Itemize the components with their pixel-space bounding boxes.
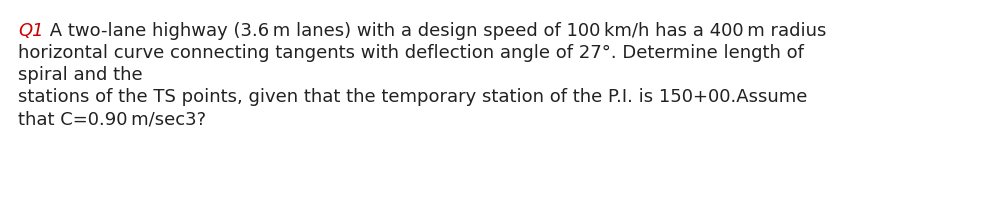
Text: horizontal curve connecting tangents with deflection angle of 27°. Determine len: horizontal curve connecting tangents wit… xyxy=(18,44,804,62)
Text: Q1: Q1 xyxy=(18,22,44,40)
Text: A two-lane highway (3.6 m lanes) with a design speed of 100 km/h has a 400 m rad: A two-lane highway (3.6 m lanes) with a … xyxy=(44,22,826,40)
Text: spiral and the: spiral and the xyxy=(18,66,143,84)
Text: stations of the TS points, given that the temporary station of the P.I. is 150+0: stations of the TS points, given that th… xyxy=(18,88,808,106)
Text: that C=0.90 m/sec3?: that C=0.90 m/sec3? xyxy=(18,110,206,128)
